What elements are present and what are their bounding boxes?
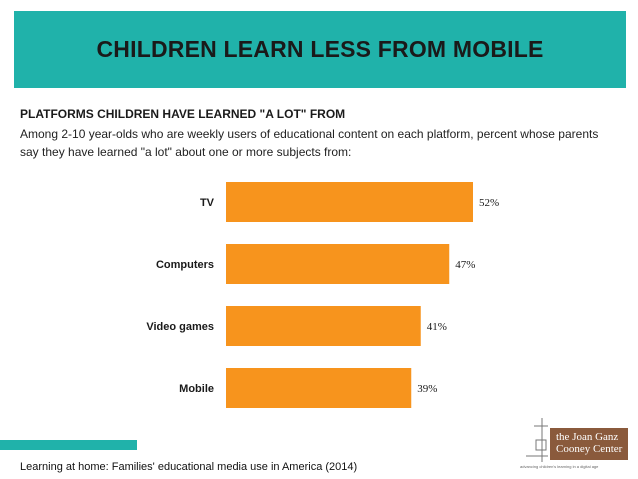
logo-figure-icon — [526, 418, 548, 462]
logo-wordmark: the Joan Ganz Cooney Center — [550, 428, 628, 460]
bar-computers — [226, 244, 450, 284]
value-label: 47% — [455, 259, 475, 271]
logo-tagline: advancing children's learning in a digit… — [520, 464, 599, 469]
category-label: Video games — [146, 321, 214, 333]
category-label: TV — [200, 197, 215, 209]
title-banner: CHILDREN LEARN LESS FROM MOBILE — [14, 11, 626, 88]
source-note: Learning at home: Families' educational … — [20, 461, 358, 473]
footer-accent-bar — [0, 440, 137, 450]
value-label: 52% — [479, 197, 499, 209]
bar-video-games — [226, 306, 421, 346]
category-label: Computers — [156, 259, 214, 271]
page-title: CHILDREN LEARN LESS FROM MOBILE — [96, 36, 544, 62]
cooney-center-logo: the Joan Ganz Cooney Center advancing ch… — [520, 416, 630, 471]
bar-tv — [226, 182, 473, 222]
chart-subtitle: PLATFORMS CHILDREN HAVE LEARNED "A LOT" … — [20, 107, 346, 121]
bar-mobile — [226, 368, 412, 408]
value-label: 39% — [417, 383, 437, 395]
category-label: Mobile — [179, 383, 214, 395]
logo-line-1: the Joan Ganz — [556, 431, 619, 443]
chart-description: Among 2-10 year-olds who are weekly user… — [20, 127, 599, 159]
value-label: 41% — [427, 321, 447, 333]
logo-line-2: Cooney Center — [556, 443, 623, 455]
